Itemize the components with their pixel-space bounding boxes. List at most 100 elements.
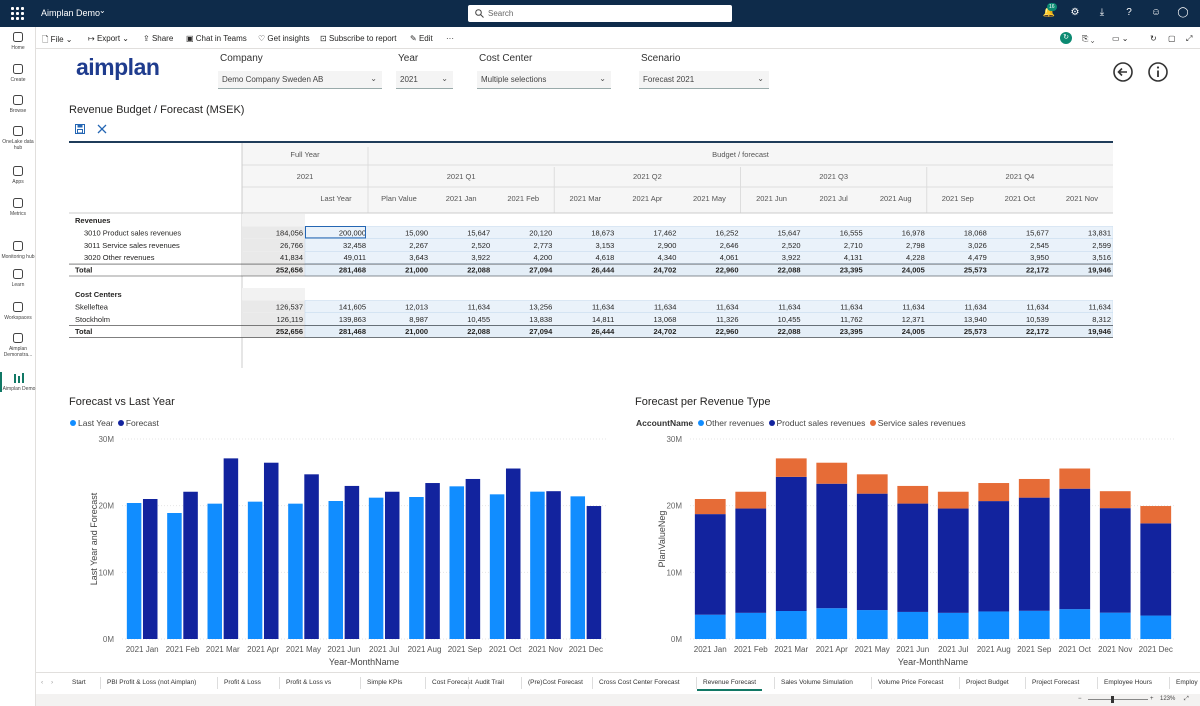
matrix-cell[interactable]: 11,634 xyxy=(778,302,800,311)
nav-browse[interactable]: Browse xyxy=(0,94,36,114)
column-header[interactable]: 2021 Mar xyxy=(569,194,601,203)
bar-last-year-2021-may[interactable] xyxy=(288,503,303,639)
tab-start[interactable]: Start xyxy=(72,679,86,686)
matrix-cell[interactable]: 22,088 xyxy=(467,327,490,336)
bar-service-sales-revenues-2021-dec[interactable] xyxy=(1140,506,1172,524)
help-icon[interactable]: ? xyxy=(1126,7,1132,18)
nav-create[interactable]: Create xyxy=(0,63,36,83)
matrix-cell[interactable]: 4,200 xyxy=(533,253,552,262)
app-name[interactable]: Aimplan Demo xyxy=(41,8,101,18)
matrix-cell[interactable]: 3,643 xyxy=(409,253,428,262)
bar-product-sales-revenues-2021-sep[interactable] xyxy=(1018,497,1050,611)
bar-service-sales-revenues-2021-mar[interactable] xyxy=(775,458,807,477)
comment-icon[interactable]: ▢ xyxy=(1168,34,1176,43)
bar-product-sales-revenues-2021-mar[interactable] xyxy=(775,476,807,611)
matrix-cell[interactable]: 3,922 xyxy=(471,253,490,262)
column-header[interactable]: 2021 Jan xyxy=(446,194,477,203)
bar-product-sales-revenues-2021-jan[interactable] xyxy=(694,514,726,615)
bar-last-year-2021-dec[interactable] xyxy=(570,496,586,639)
matrix-cell[interactable]: 200,000 xyxy=(339,228,366,237)
zoom-slider[interactable] xyxy=(1088,699,1148,700)
year-slicer[interactable]: 2021 ⌄ xyxy=(396,71,453,89)
bar-other-revenues-2021-mar[interactable] xyxy=(775,611,807,639)
matrix-cell[interactable]: 2,773 xyxy=(533,241,552,250)
bar-forecast-2021-sep[interactable] xyxy=(465,478,481,639)
matrix-cell[interactable]: 3,516 xyxy=(1092,253,1111,262)
matrix-cell[interactable]: 27,094 xyxy=(529,266,553,275)
bar-service-sales-revenues-2021-sep[interactable] xyxy=(1018,478,1050,498)
bar-forecast-2021-jul[interactable] xyxy=(384,491,400,639)
bar-last-year-2021-nov[interactable] xyxy=(530,491,545,639)
get-insights-button[interactable]: ♡ Get insights xyxy=(258,34,310,43)
matrix-cell[interactable]: 14,811 xyxy=(592,315,614,324)
matrix-cell[interactable]: 21,000 xyxy=(405,266,428,275)
zoom-in-button[interactable]: + xyxy=(1150,696,1154,702)
matrix-cell[interactable]: 2,599 xyxy=(1092,241,1111,250)
bar-last-year-2021-mar[interactable] xyxy=(207,503,223,639)
matrix-cell[interactable]: 24,005 xyxy=(902,327,925,336)
matrix-cell[interactable]: 22,088 xyxy=(778,266,801,275)
matrix-cell[interactable]: 15,677 xyxy=(1026,228,1049,237)
column-header[interactable]: 2021 Nov xyxy=(1066,194,1098,203)
matrix-cell[interactable]: 11,634 xyxy=(1027,302,1049,311)
matrix-cell[interactable]: 23,395 xyxy=(840,266,863,275)
cost-center-slicer[interactable]: Multiple selections ⌄ xyxy=(477,71,611,89)
matrix-cell[interactable]: 17,462 xyxy=(653,228,676,237)
more-options-button[interactable]: ··· xyxy=(446,34,454,43)
matrix-cell[interactable]: 20,120 xyxy=(529,228,552,237)
matrix-cell[interactable]: 13,256 xyxy=(529,302,552,311)
bar-forecast-2021-apr[interactable] xyxy=(263,462,279,639)
matrix-cell[interactable]: 15,647 xyxy=(467,228,490,237)
column-header[interactable]: 2021 Apr xyxy=(632,194,663,203)
nav-aimplan-demo[interactable]: Aimplan Demo xyxy=(0,372,36,392)
info-icon[interactable] xyxy=(1147,61,1169,83)
matrix-cell[interactable]: 2,646 xyxy=(720,241,739,250)
column-header[interactable]: 2021 May xyxy=(693,194,726,203)
bar-last-year-2021-sep[interactable] xyxy=(449,486,465,639)
bar-forecast-2021-aug[interactable] xyxy=(425,483,440,639)
tab-sales-volume-simulation[interactable]: Sales Volume Simulation xyxy=(781,679,853,686)
nav-learn[interactable]: Learn xyxy=(0,268,36,288)
bar-product-sales-revenues-2021-apr[interactable] xyxy=(816,483,848,609)
legend-label-other-revenues[interactable]: Other revenues xyxy=(705,418,765,428)
close-icon[interactable] xyxy=(97,124,107,134)
column-header[interactable]: Last Year xyxy=(320,194,352,203)
bar-forecast-2021-mar[interactable] xyxy=(223,458,239,639)
matrix-cell[interactable]: 139,863 xyxy=(339,315,366,324)
bar-other-revenues-2021-jun[interactable] xyxy=(897,611,929,639)
matrix-cell[interactable]: 22,172 xyxy=(1026,266,1049,275)
subscribe-button[interactable]: ⊡ Subscribe to report xyxy=(320,34,397,43)
matrix-cell[interactable]: 4,618 xyxy=(596,253,615,262)
matrix-cell[interactable]: 10,455 xyxy=(778,315,801,324)
company-slicer[interactable]: Demo Company Sweden AB ⌄ xyxy=(218,71,382,89)
bar-service-sales-revenues-2021-apr[interactable] xyxy=(816,462,848,484)
bar-service-sales-revenues-2021-may[interactable] xyxy=(856,474,888,494)
tab-employee-hours[interactable]: Employee Hours xyxy=(1104,679,1153,686)
bar-other-revenues-2021-aug[interactable] xyxy=(978,611,1010,639)
matrix-cell[interactable]: 12,371 xyxy=(902,315,925,324)
matrix-cell[interactable]: 2,545 xyxy=(1030,241,1049,250)
matrix-cell[interactable]: 11,634 xyxy=(716,302,738,311)
bar-other-revenues-2021-dec[interactable] xyxy=(1140,615,1172,639)
matrix-cell[interactable]: 25,573 xyxy=(964,327,987,336)
matrix-cell[interactable]: 2,520 xyxy=(471,241,490,250)
bar-other-revenues-2021-jan[interactable] xyxy=(694,614,726,639)
matrix-cell[interactable]: 2,798 xyxy=(906,241,925,250)
matrix-cell[interactable]: 13,940 xyxy=(964,315,987,324)
matrix-cell[interactable]: 22,172 xyxy=(1026,327,1049,336)
download-icon[interactable]: ⤓ xyxy=(1099,7,1105,18)
tab-audit-trail[interactable]: Audit Trail xyxy=(475,679,504,686)
matrix-cell[interactable]: 2,710 xyxy=(844,241,863,250)
matrix-cell[interactable]: 11,634 xyxy=(468,302,490,311)
bar-product-sales-revenues-2021-feb[interactable] xyxy=(735,508,767,613)
save-icon[interactable] xyxy=(75,124,85,134)
bar-last-year-2021-aug[interactable] xyxy=(409,497,424,639)
matrix-cell[interactable]: 22,960 xyxy=(716,327,739,336)
matrix-cell[interactable]: 2,267 xyxy=(409,241,428,250)
matrix-cell[interactable]: 11,634 xyxy=(964,302,986,311)
app-launcher-icon[interactable] xyxy=(11,7,24,20)
tab-employ[interactable]: Employ xyxy=(1176,679,1198,686)
matrix-cell[interactable]: 13,068 xyxy=(653,315,676,324)
bar-other-revenues-2021-nov[interactable] xyxy=(1099,612,1131,639)
matrix-cell[interactable]: 8,987 xyxy=(409,315,428,324)
